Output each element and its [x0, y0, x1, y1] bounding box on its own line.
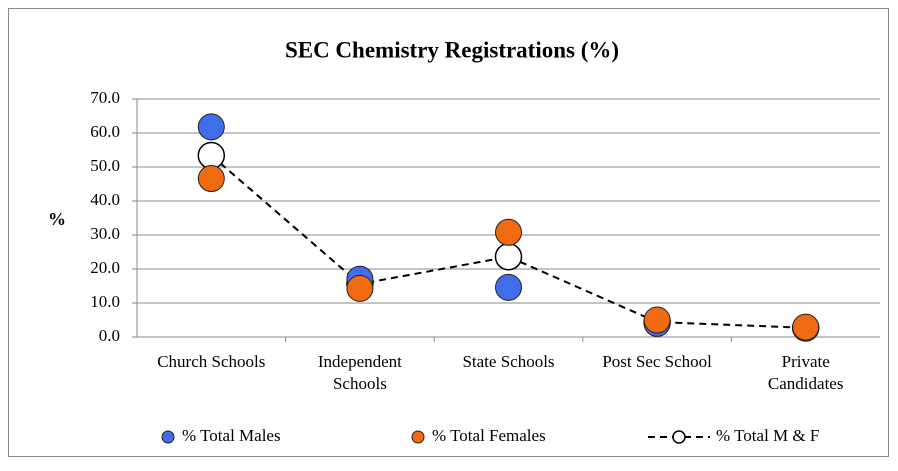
x-tick-label: Church Schools	[157, 352, 265, 371]
marker	[643, 306, 671, 334]
x-tick-label: Independent Schools	[318, 352, 402, 393]
y-tick-label: 0.0	[99, 326, 120, 345]
y-tick-label: 20.0	[90, 258, 120, 277]
legend-label: % Total Males	[182, 426, 281, 445]
marker	[197, 113, 225, 141]
y-tick-label: 60.0	[90, 122, 120, 141]
x-tick-label: Post Sec School	[602, 352, 712, 371]
x-tick-label: Private Candidates	[768, 352, 844, 393]
legend-marker	[161, 430, 175, 444]
y-tick-label: 50.0	[90, 156, 120, 175]
y-tick-label: 70.0	[90, 88, 120, 107]
legend-marker	[672, 430, 686, 444]
marker	[495, 218, 522, 246]
marker	[197, 141, 226, 170]
marker	[197, 165, 225, 193]
legend-label: % Total Females	[432, 426, 546, 445]
chart-title: SEC Chemistry Registrations (%)	[285, 37, 619, 62]
legend-marker	[411, 430, 425, 444]
marker	[346, 274, 374, 302]
y-tick-label: 30.0	[90, 224, 120, 243]
marker	[494, 243, 523, 271]
x-tick-label: State Schools	[462, 352, 554, 371]
chart-border	[8, 8, 889, 457]
y-tick-label: 40.0	[90, 190, 120, 209]
marker	[792, 313, 820, 341]
marker	[495, 273, 522, 301]
y-axis-label: %	[48, 209, 66, 229]
y-tick-label: 10.0	[90, 292, 120, 311]
legend-label: % Total M & F	[716, 426, 819, 445]
